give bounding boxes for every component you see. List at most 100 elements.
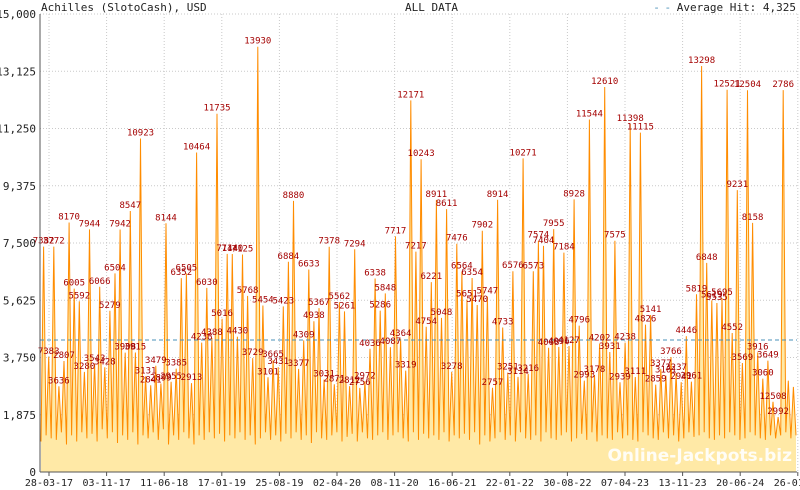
peak-value-label: 8611 xyxy=(436,199,458,209)
peak-value-label: 2807 xyxy=(53,351,75,361)
peak-value-label: 3908 xyxy=(114,343,136,353)
x-tick-label: 11-06-18 xyxy=(140,478,188,489)
peak-value-label: 3377 xyxy=(650,359,672,369)
peak-value-label: 5279 xyxy=(99,301,121,311)
peak-value-label: 12610 xyxy=(591,77,618,87)
peak-value-label: 7574 xyxy=(528,231,550,241)
peak-value-label: 5768 xyxy=(237,286,259,296)
peak-value-label: 3101 xyxy=(257,367,279,377)
peak-value-label: 5592 xyxy=(68,291,90,301)
peak-value-label: 4826 xyxy=(635,315,657,325)
peak-value-label: 6030 xyxy=(196,278,218,288)
peak-value-label: 2756 xyxy=(349,378,371,388)
peak-value-label: 3636 xyxy=(48,376,70,386)
y-tick-label: 7,500 xyxy=(3,237,36,250)
x-tick-label: 16-06-21 xyxy=(428,478,476,489)
peak-value-label: 6505 xyxy=(176,263,198,273)
peak-value-label: 2913 xyxy=(181,373,203,383)
peak-value-label: 4733 xyxy=(492,318,514,328)
y-tick-label: 1,875 xyxy=(3,409,36,422)
peak-value-label: 2941 xyxy=(670,372,692,382)
peak-value-label: 4127 xyxy=(558,336,580,346)
peak-value-label: 5261 xyxy=(334,301,356,311)
peak-value-label: 3915 xyxy=(125,343,147,353)
peak-value-label: 3251 xyxy=(497,363,519,373)
peak-value-label: 4430 xyxy=(227,327,249,337)
peak-value-label: 3111 xyxy=(624,367,646,377)
peak-value-label: 12171 xyxy=(397,90,424,100)
peak-value-label: 2899 xyxy=(150,374,172,384)
peak-value-label: 7404 xyxy=(533,236,555,246)
peak-value-label: 5535 xyxy=(706,293,728,303)
peak-value-label: 5651 xyxy=(456,290,478,300)
peak-value-label: 3649 xyxy=(757,351,779,361)
chart-title: Achilles (SlotoCash), USD xyxy=(41,1,207,14)
peak-value-label: 3385 xyxy=(165,359,187,369)
peak-value-label: 4364 xyxy=(390,329,412,339)
peak-value-label: 7184 xyxy=(553,243,575,253)
peak-value-label: 5695 xyxy=(711,288,733,298)
peak-value-label: 10464 xyxy=(183,143,210,153)
x-tick-label: 25-08-19 xyxy=(255,478,303,489)
peak-value-label: 5819 xyxy=(686,284,708,294)
peak-value-label: 8547 xyxy=(119,201,141,211)
peak-value-label: 4446 xyxy=(675,326,697,336)
peak-value-label: 3543 xyxy=(84,354,106,364)
peak-value-label: 5286 xyxy=(369,301,391,311)
peak-value-label: 5562 xyxy=(329,292,351,302)
peak-value-label: 3280 xyxy=(74,362,96,372)
peak-value-label: 4388 xyxy=(201,328,223,338)
peak-value-label: 3178 xyxy=(584,365,606,375)
peak-value-label: 7717 xyxy=(385,226,407,236)
y-tick-label: 5,625 xyxy=(3,294,36,307)
peak-value-label: 8158 xyxy=(742,213,764,223)
peak-value-label: 7140 xyxy=(221,244,243,254)
peak-value-label: 4238 xyxy=(191,333,213,343)
peak-value-label: 3665 xyxy=(262,350,284,360)
peak-value-label: 4068 xyxy=(538,338,560,348)
peak-value-label: 5747 xyxy=(477,287,499,297)
axes: 0 1,875 3,750 5,625 7,500 9,375 11,250 13,125 15… xyxy=(0,8,800,489)
peak-value-label: 6573 xyxy=(522,261,544,271)
peak-value-label: 3729 xyxy=(242,348,264,358)
peak-value-label: 3031 xyxy=(313,370,335,380)
peak-value-label: 3479 xyxy=(145,356,167,366)
peak-value-label: 3131 xyxy=(135,366,157,376)
peak-value-label: 12504 xyxy=(734,80,761,90)
series-line xyxy=(40,46,797,445)
peak-value-label: 6005 xyxy=(63,279,85,289)
x-tick-label: 26-01-25 xyxy=(774,478,800,489)
average-hit-legend: - - Average Hit: 4,325 xyxy=(653,1,796,14)
peak-value-label: 4238 xyxy=(614,333,636,343)
peak-value-label: 8911 xyxy=(426,190,448,200)
peak-value-label: 8914 xyxy=(487,190,509,200)
x-tick-label: 03-11-17 xyxy=(83,478,131,489)
peak-value-label: 3431 xyxy=(267,357,289,367)
peak-value-label: 7382 xyxy=(33,237,55,247)
peak-value-label: 11735 xyxy=(203,104,230,114)
x-tick-label: 02-04-20 xyxy=(313,478,361,489)
peak-value-label: 6066 xyxy=(89,277,111,287)
x-tick-label: 22-01-22 xyxy=(486,478,534,489)
peak-value-label: 8880 xyxy=(283,191,305,201)
peak-value-label: 7944 xyxy=(79,219,101,229)
peak-value-label: 13298 xyxy=(688,56,715,66)
peak-value-label: 2871 xyxy=(323,374,345,384)
peak-value-label: 3569 xyxy=(732,353,754,363)
peak-value-label: 7575 xyxy=(604,231,626,241)
peak-value-label: 11115 xyxy=(627,123,654,133)
peak-value-label: 4796 xyxy=(568,316,590,326)
x-tick-label: 13-11-23 xyxy=(659,478,707,489)
peak-value-label: 11398 xyxy=(617,114,644,124)
peak-value-label: 6504 xyxy=(104,263,126,273)
y-tick-label: 15,000 xyxy=(0,8,36,21)
y-tick-label: 3,750 xyxy=(3,352,36,365)
peak-value-label: 7902 xyxy=(471,221,493,231)
y-tick-label: 13,125 xyxy=(0,65,36,78)
peak-value-label: 10271 xyxy=(510,148,537,158)
peak-value-label: 4938 xyxy=(303,311,325,321)
peak-value-label: 3216 xyxy=(517,364,539,374)
peak-value-label: 4552 xyxy=(721,323,743,333)
x-tick-label: 20-06-24 xyxy=(716,478,764,489)
